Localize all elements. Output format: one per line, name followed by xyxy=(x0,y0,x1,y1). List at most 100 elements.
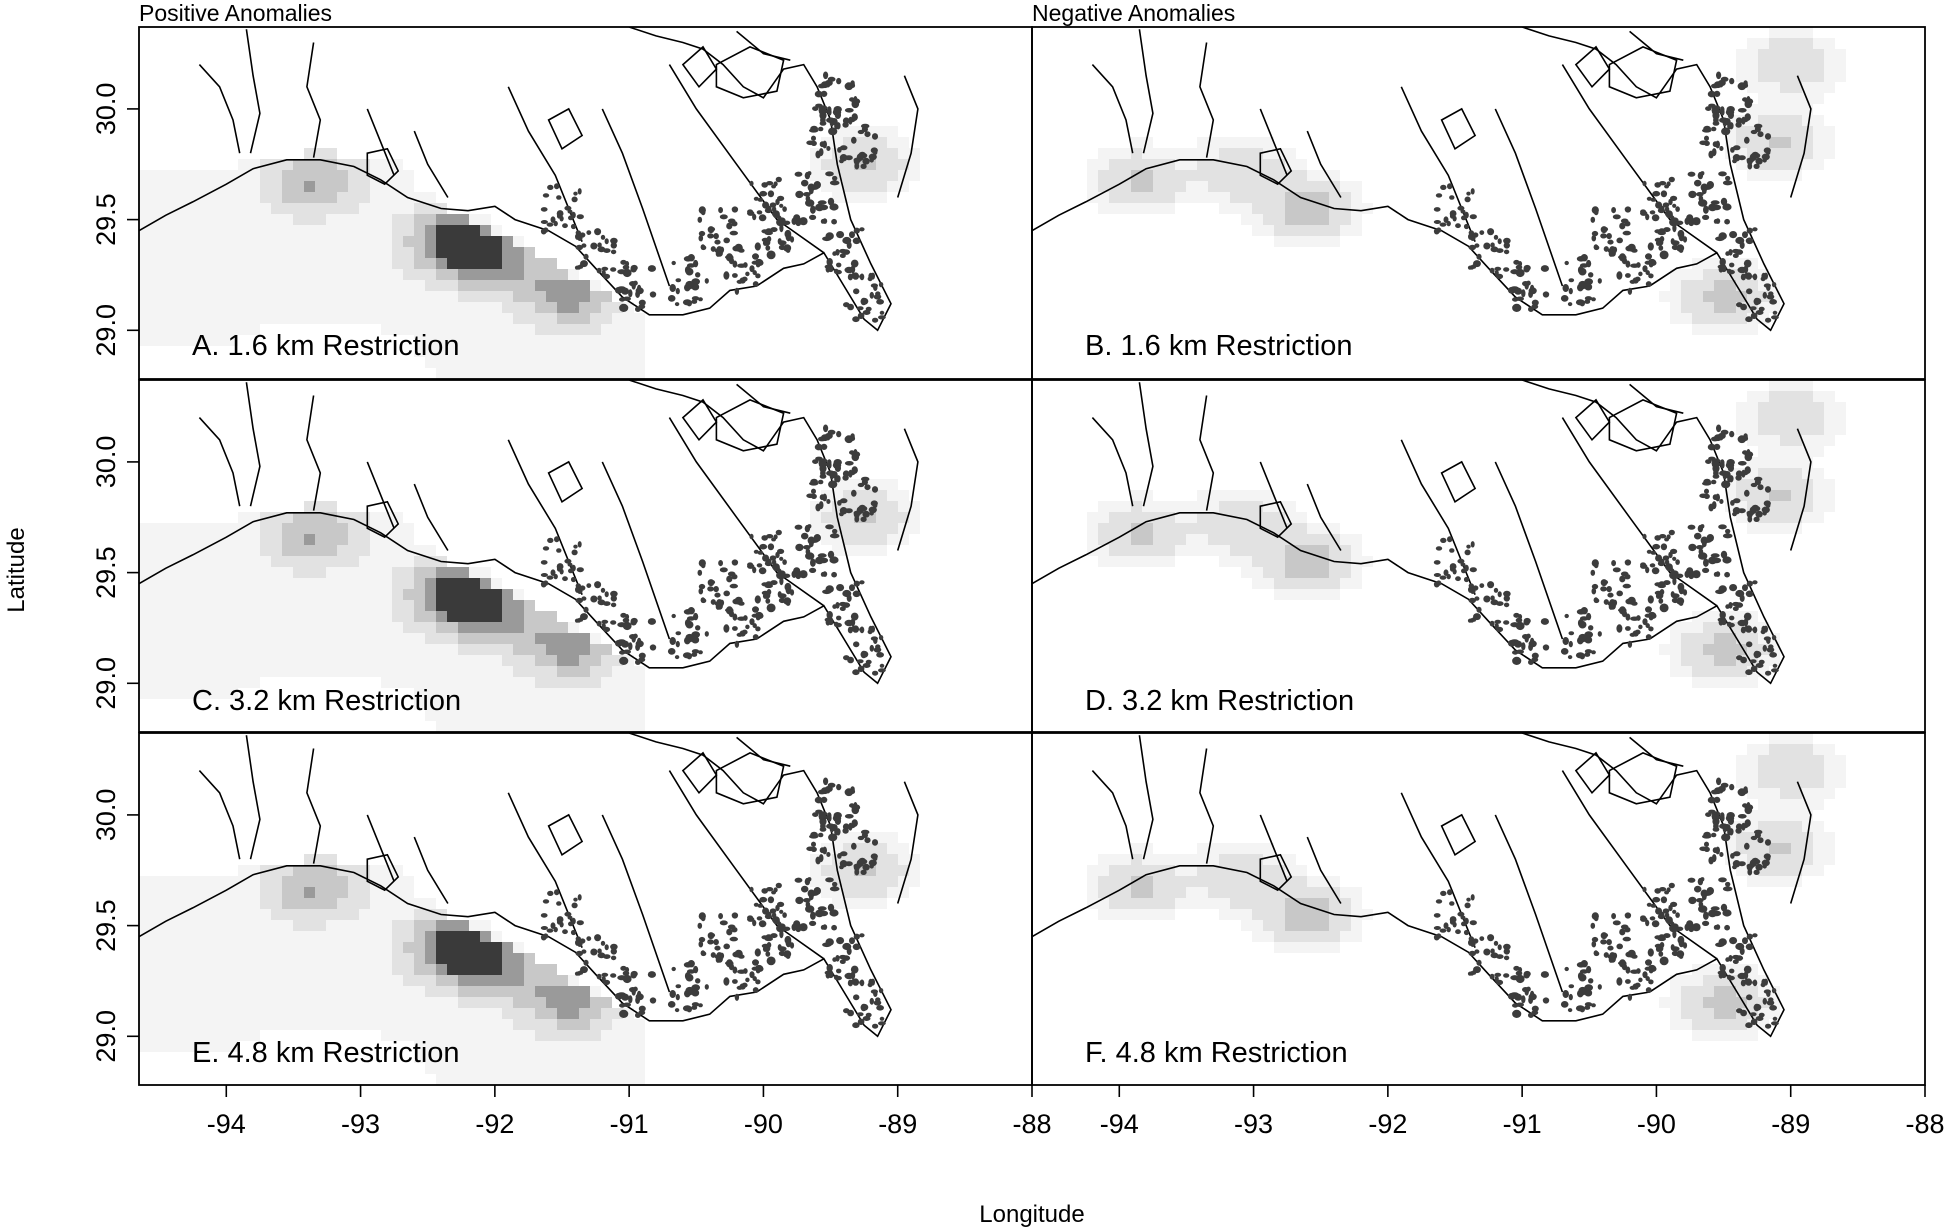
anomaly-cell xyxy=(260,523,271,534)
marsh-patch xyxy=(1769,652,1777,658)
marsh-patch xyxy=(777,944,782,951)
marsh-patch xyxy=(764,936,773,942)
anomaly-cell xyxy=(1747,755,1758,766)
anomaly-cell xyxy=(1758,666,1769,677)
anomaly-cell xyxy=(172,600,183,611)
anomaly-cell xyxy=(1725,280,1736,291)
marsh-patch xyxy=(1522,634,1530,640)
marsh-patch xyxy=(842,470,850,478)
marsh-patch xyxy=(1707,90,1716,98)
anomaly-cell xyxy=(469,247,480,258)
anomaly-cell xyxy=(1230,137,1241,148)
marsh-patch xyxy=(1607,592,1614,598)
marsh-patch xyxy=(713,233,719,240)
anomaly-cell xyxy=(1791,93,1802,104)
anomaly-cell xyxy=(1164,898,1175,909)
anomaly-cell xyxy=(227,1041,238,1052)
anomaly-cell xyxy=(546,666,557,677)
marsh-patch xyxy=(736,279,743,284)
marsh-patch xyxy=(775,551,780,559)
marsh-patch xyxy=(671,613,676,619)
marsh-patch xyxy=(1591,559,1599,567)
anomaly-cell xyxy=(887,523,898,534)
anomaly-cell xyxy=(546,1019,557,1030)
marsh-patch xyxy=(1762,157,1767,163)
anomaly-cell xyxy=(590,313,601,324)
anomaly-cell xyxy=(1318,942,1329,953)
marsh-patch xyxy=(546,928,554,933)
anomaly-cell xyxy=(326,501,337,512)
marsh-patch xyxy=(1668,176,1675,183)
anomaly-cell xyxy=(260,633,271,644)
anomaly-cell xyxy=(216,523,227,534)
anomaly-cell xyxy=(1736,633,1747,644)
anomaly-cell xyxy=(183,644,194,655)
anomaly-cell xyxy=(1802,159,1813,170)
coastline-left xyxy=(139,27,919,1038)
marsh-patch xyxy=(1516,649,1524,655)
anomaly-cell xyxy=(1802,380,1813,391)
anomaly-cell xyxy=(139,876,150,887)
anomaly-cell xyxy=(293,280,304,291)
anomaly-cell xyxy=(1120,876,1131,887)
marsh-patch xyxy=(738,248,745,253)
marsh-patch xyxy=(726,928,733,936)
marsh-patch xyxy=(853,933,860,940)
anomaly-cell xyxy=(469,1052,480,1063)
anomaly-cell xyxy=(1285,898,1296,909)
marsh-patch xyxy=(876,1005,884,1011)
anomaly-cell xyxy=(1736,644,1747,655)
marsh-patch xyxy=(837,147,842,153)
anomaly-cell xyxy=(194,931,205,942)
anomaly-cell xyxy=(843,843,854,854)
anomaly-cell xyxy=(348,953,359,964)
anomaly-cell xyxy=(513,644,524,655)
marsh-patch xyxy=(1625,613,1631,621)
anomaly-cell xyxy=(1208,159,1219,170)
anomaly-cell xyxy=(1736,964,1747,975)
marsh-patch xyxy=(731,574,738,580)
anomaly-cell xyxy=(590,699,601,710)
anomaly-cell xyxy=(513,600,524,611)
anomaly-cell xyxy=(381,258,392,269)
anomaly-cell xyxy=(381,1008,392,1019)
anomaly-cell xyxy=(1670,997,1681,1008)
anomaly-cell xyxy=(1670,302,1681,313)
anomaly-cell xyxy=(150,302,161,313)
anomaly-cell xyxy=(183,898,194,909)
anomaly-cell xyxy=(370,556,381,567)
anomaly-cell xyxy=(568,302,579,313)
anomaly-cell xyxy=(282,997,293,1008)
anomaly-cell xyxy=(1120,501,1131,512)
anomaly-cell xyxy=(249,964,260,975)
anomaly-cell xyxy=(392,953,403,964)
marsh-patch xyxy=(782,206,787,212)
anomaly-cell xyxy=(1197,843,1208,854)
anomaly-cell xyxy=(1263,137,1274,148)
anomaly-cell xyxy=(843,490,854,501)
anomaly-cell xyxy=(260,512,271,523)
marsh-patch xyxy=(1720,550,1728,559)
anomaly-cell xyxy=(1186,898,1197,909)
anomaly-cell xyxy=(260,986,271,997)
marsh-patch xyxy=(1729,231,1738,239)
anomaly-cell xyxy=(1307,236,1318,247)
anomaly-cell xyxy=(579,997,590,1008)
marsh-patch xyxy=(710,952,716,958)
anomaly-cell xyxy=(1153,887,1164,898)
anomaly-cell xyxy=(1351,887,1362,898)
anomaly-cell xyxy=(1714,313,1725,324)
anomaly-cell xyxy=(502,313,513,324)
anomaly-cell xyxy=(271,545,282,556)
marsh-patch xyxy=(759,543,768,550)
anomaly-cell xyxy=(458,247,469,258)
anomaly-cell xyxy=(194,1030,205,1041)
anomaly-cell xyxy=(1164,887,1175,898)
anomaly-cell xyxy=(524,1019,535,1030)
anomaly-cell xyxy=(205,931,216,942)
marsh-patch xyxy=(1645,253,1652,260)
anomaly-cell xyxy=(612,313,623,324)
anomaly-cell xyxy=(1208,501,1219,512)
marsh-patch xyxy=(1575,299,1585,306)
positive-anomaly-column xyxy=(139,27,920,1085)
